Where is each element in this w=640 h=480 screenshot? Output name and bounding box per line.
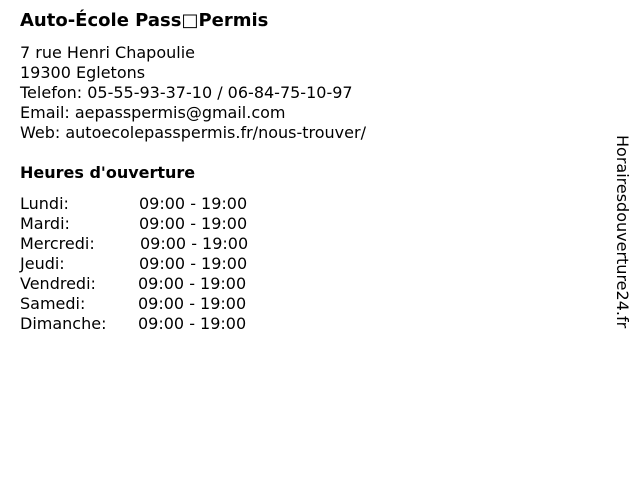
phone: Telefon: 05-55-93-37-10 / 06-84-75-10-97 (20, 83, 353, 102)
day-label: Samedi: (20, 294, 86, 313)
email: Email: aepasspermis@gmail.com (20, 103, 286, 122)
day-time: 09:00 - 19:00 (139, 254, 248, 273)
website: Web: autoecolepasspermis.fr/nous-trouver… (20, 123, 366, 142)
day-label: Vendredi: (20, 274, 96, 293)
day-time: 09:00 - 19:00 (139, 194, 248, 213)
day-time: 09:00 - 19:00 (139, 214, 248, 233)
hours-row: Lundi: 09:00 - 19:00 (20, 194, 280, 214)
address-city: 19300 Egletons (20, 63, 146, 82)
hours-row: Mardi: 09:00 - 19:00 (20, 214, 280, 234)
hours-row: Samedi: 09:00 - 19:00 (20, 294, 280, 314)
watermark: Horairesdouverture24.fr (613, 135, 632, 329)
hours-row: Jeudi: 09:00 - 19:00 (20, 254, 280, 274)
day-label: Dimanche: (20, 314, 107, 333)
hours-row: Vendredi: 09:00 - 19:00 (20, 274, 280, 294)
business-name: Auto-École Pass□Permis (20, 10, 269, 31)
hours-row: Mercredi: 09:00 - 19:00 (20, 234, 280, 254)
day-time: 09:00 - 19:00 (138, 274, 247, 293)
day-time: 09:00 - 19:00 (140, 234, 249, 253)
hours-heading: Heures d'ouverture (20, 163, 196, 182)
day-label: Mardi: (20, 214, 70, 233)
address-street: 7 rue Henri Chapoulie (20, 43, 195, 62)
day-label: Mercredi: (20, 234, 95, 253)
day-time: 09:00 - 19:00 (138, 294, 247, 313)
day-time: 09:00 - 19:00 (138, 314, 247, 333)
hours-table: Lundi: 09:00 - 19:00 Mardi: 09:00 - 19:00 … (20, 194, 280, 334)
day-label: Lundi: (20, 194, 69, 213)
hours-row: Dimanche: 09:00 - 19:00 (20, 314, 280, 334)
contact-info: 7 rue Henri Chapoulie 19300 Egletons Tel… (20, 43, 366, 143)
day-label: Jeudi: (20, 254, 65, 273)
